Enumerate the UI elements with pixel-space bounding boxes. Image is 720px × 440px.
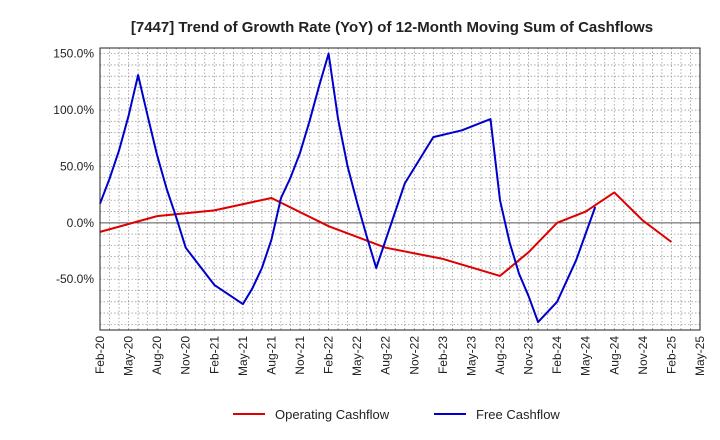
x-tick-label: May-21 — [236, 336, 250, 376]
x-tick-label: May-24 — [579, 336, 593, 376]
legend: Operating Cashflow Free Cashflow — [233, 407, 560, 422]
plot-frame — [99, 47, 701, 331]
series-lines — [99, 52, 673, 324]
x-tick-label: Feb-23 — [436, 336, 450, 374]
x-tick-label: Feb-25 — [664, 336, 678, 374]
legend-label: Free Cashflow — [476, 407, 560, 422]
legend-label: Operating Cashflow — [275, 407, 390, 422]
x-tick-label: Aug-20 — [150, 336, 164, 375]
x-tick-label: Nov-21 — [293, 336, 307, 375]
x-tick-labels: Feb-20 May-20 Aug-20 Nov-20 Feb-21 May-21 Aug-… — [93, 336, 707, 376]
x-tick-label: Aug-22 — [379, 336, 393, 375]
grid-lines — [99, 48, 701, 330]
x-tick-label: May-25 — [693, 336, 707, 376]
x-tick-label: Nov-24 — [636, 336, 650, 375]
series-line-operating-cashflow — [99, 191, 673, 277]
x-tick-label: Nov-22 — [407, 336, 421, 375]
y-tick-label: 100.0% — [53, 103, 94, 117]
x-tick-label: Feb-20 — [93, 336, 107, 374]
y-tick-label: 0.0% — [67, 216, 95, 230]
x-tick-label: Aug-21 — [264, 336, 278, 375]
x-tick-label: May-23 — [464, 336, 478, 376]
y-tick-label: 150.0% — [53, 47, 94, 61]
x-tick-label: Feb-22 — [322, 336, 336, 374]
y-tick-label: 50.0% — [60, 159, 94, 173]
x-tick-label: Nov-20 — [179, 336, 193, 375]
x-tick-label: May-22 — [350, 336, 364, 376]
y-tick-label: -50.0% — [56, 272, 94, 286]
y-tick-labels: 150.0% 100.0% 50.0% 0.0% -50.0% — [53, 47, 94, 287]
series-line-free-cashflow — [99, 52, 597, 324]
x-tick-label: Aug-24 — [607, 336, 621, 375]
x-tick-label: Feb-21 — [207, 336, 221, 374]
x-tick-label: Feb-24 — [550, 336, 564, 374]
x-tick-label: Nov-23 — [522, 336, 536, 375]
x-tick-label: May-20 — [122, 336, 136, 376]
x-tick-label: Aug-23 — [493, 336, 507, 375]
chart-title: [7447] Trend of Growth Rate (YoY) of 12-… — [131, 19, 653, 36]
